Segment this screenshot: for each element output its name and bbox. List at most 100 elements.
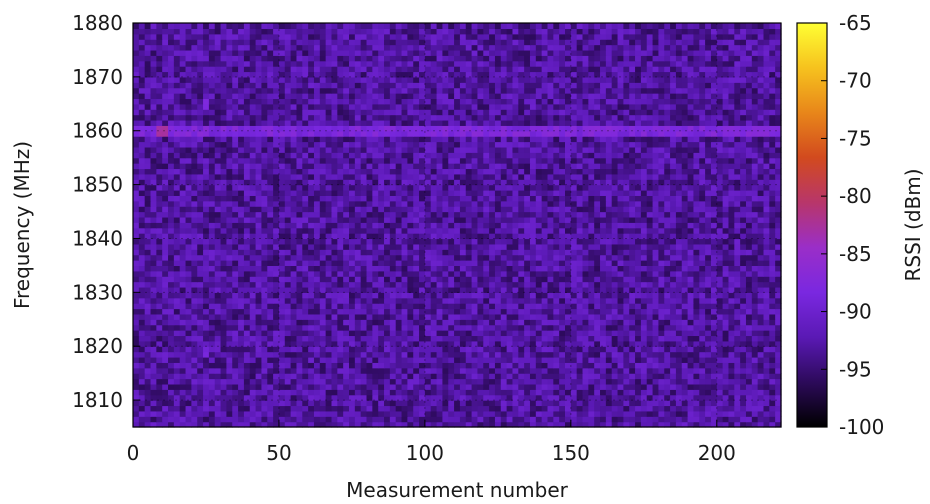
heatmap-cell [465,200,473,207]
heatmap-cell [529,421,537,428]
heatmap-cell [238,211,245,218]
heatmap-cell [529,383,537,390]
heatmap-cell [401,400,408,407]
heatmap-cell [699,254,706,261]
heatmap-cell [308,200,315,207]
heatmap-cell [238,200,245,207]
heatmap-cell [302,254,309,261]
heatmap-cell [635,222,642,229]
heatmap-cell [734,222,741,229]
heatmap-cell [576,394,584,401]
heatmap-cell [687,362,695,369]
heatmap-cell [185,233,192,240]
heatmap-cell [407,238,414,245]
heatmap-cell [249,254,257,261]
heatmap-cell [430,416,438,423]
heatmap-cell [232,335,239,342]
heatmap-cell [763,405,770,412]
heatmap-cell [693,335,700,342]
heatmap-cell [407,254,414,261]
heatmap-cell [436,367,444,374]
heatmap-cell [506,200,514,207]
heatmap-cell [337,313,344,320]
heatmap-cell [144,195,152,202]
heatmap-cell [699,270,706,277]
heatmap-cell [699,394,706,401]
heatmap-cell [629,346,636,353]
heatmap-cell [611,367,619,374]
heatmap-cell [261,233,268,240]
heatmap-cell [471,281,479,288]
heatmap-cell [565,265,572,272]
heatmap-cell [670,270,677,277]
heatmap-cell [302,260,309,266]
heatmap-cell [261,184,268,191]
heatmap-cell [238,351,245,358]
heatmap-cell [442,281,449,288]
heatmap-cell [570,265,578,272]
heatmap-cell [290,340,298,347]
heatmap-cell [331,330,338,337]
heatmap-cell [261,297,268,304]
heatmap-cell [623,227,630,234]
heatmap-cell [471,378,479,385]
heatmap-cell [349,335,356,342]
heatmap-cell [535,184,543,191]
heatmap-cell [267,421,274,428]
heatmap-cell [459,184,467,191]
heatmap-cell [500,330,508,337]
heatmap-cell [208,335,216,342]
heatmap-cell [722,313,730,320]
heatmap-cell [500,356,508,363]
heatmap-cell [745,367,753,374]
heatmap-cell [378,346,385,353]
heatmap-cell [512,330,519,337]
heatmap-cell [681,184,689,191]
heatmap-cell [553,189,560,196]
heatmap-cell [168,367,175,374]
heatmap-cell [763,227,770,234]
heatmap-cell [483,308,490,315]
heatmap-cell [658,335,665,342]
heatmap-cell [699,356,706,363]
heatmap-cell [133,378,140,385]
heatmap-cell [459,286,467,293]
heatmap-cell [745,389,753,396]
heatmap-cell [284,270,292,277]
heatmap-cell [623,373,630,380]
heatmap-cell [220,254,228,261]
heatmap-cell [687,254,695,261]
heatmap-cell [582,351,589,358]
heatmap-cell [605,367,613,374]
heatmap-cell [261,389,268,396]
heatmap-cell [512,421,519,428]
heatmap-cell [208,200,216,207]
heatmap-cell [681,324,689,331]
heatmap-cell [547,330,554,337]
heatmap-cell [681,265,689,272]
heatmap-cell [401,206,408,213]
heatmap-cell [243,276,251,283]
heatmap-cell [185,195,192,202]
heatmap-cell [150,227,157,234]
heatmap-cell [208,340,216,347]
heatmap-cell [413,356,420,363]
heatmap-cell [681,189,689,196]
heatmap-cell [413,400,420,407]
heatmap-cell [465,313,473,320]
heatmap-cell [162,400,169,407]
heatmap-cell [337,405,344,412]
heatmap-cell [430,184,438,191]
heatmap-cell [640,351,648,358]
heatmap-cell [214,260,222,266]
heatmap-cell [226,389,233,396]
heatmap-cell [594,362,601,369]
heatmap-cell [232,346,239,353]
heatmap-cell [413,270,420,277]
heatmap-cell [197,367,204,374]
heatmap-cell [658,421,665,428]
heatmap-cell [740,351,747,358]
heatmap-cell [214,416,222,423]
heatmap-cell [226,356,233,363]
heatmap-cell [500,270,508,277]
